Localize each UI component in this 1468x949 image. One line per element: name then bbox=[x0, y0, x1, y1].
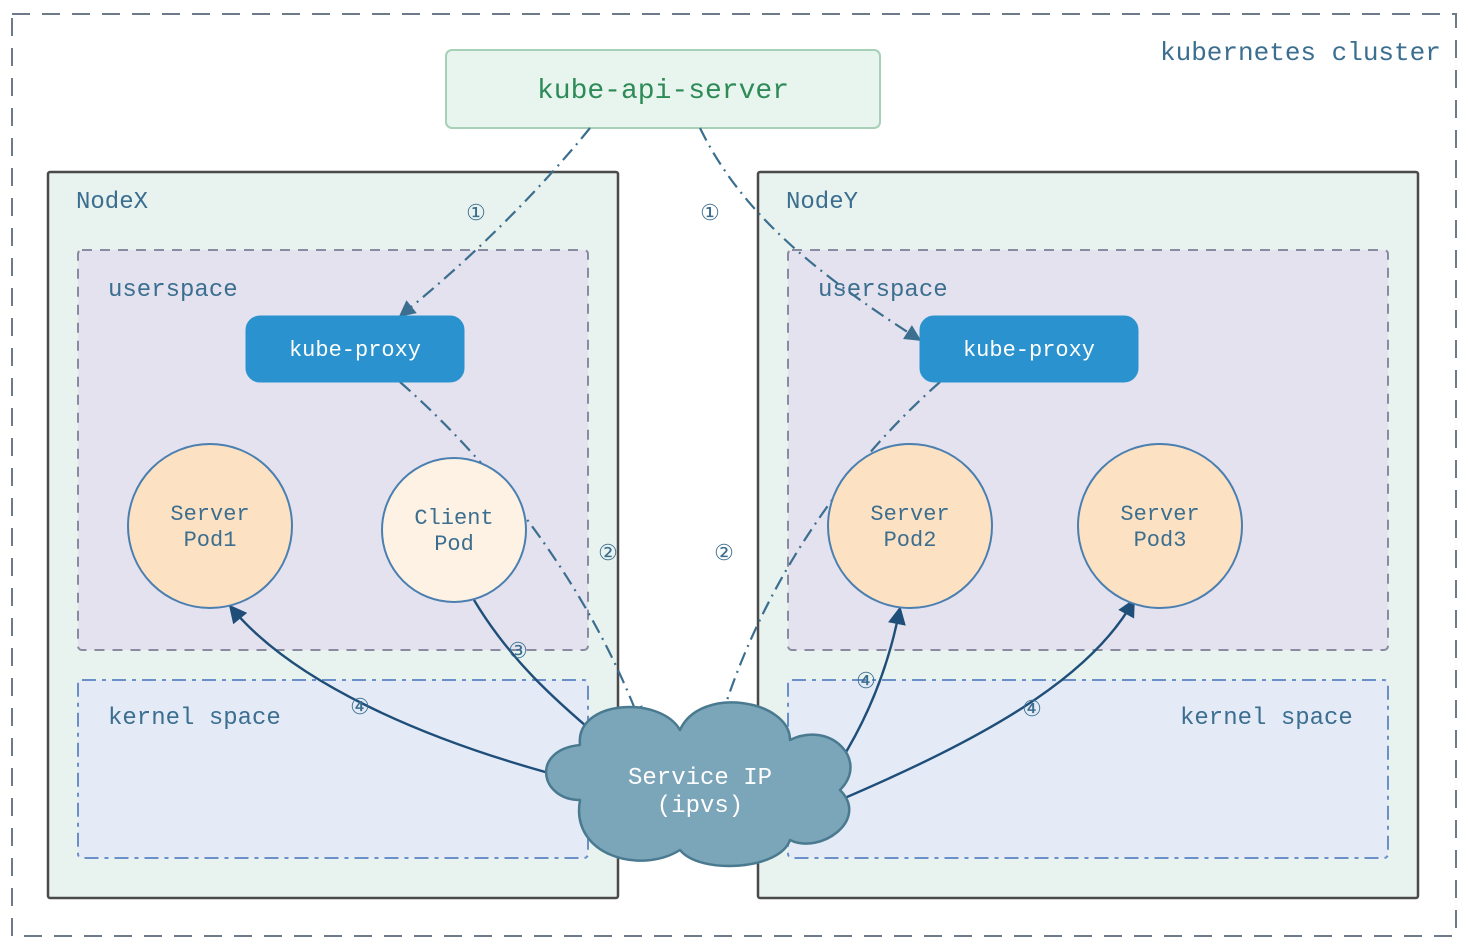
step-label-3: ② bbox=[714, 542, 734, 567]
kernel-Y-label: kernel space bbox=[1180, 705, 1353, 732]
step-label-7: ④ bbox=[1022, 698, 1042, 723]
pod-client_pod-label-line1: Pod bbox=[434, 532, 474, 557]
step-label-2: ② bbox=[598, 542, 618, 567]
userspace-X-box bbox=[78, 250, 588, 650]
pod-server_pod1-label-line1: Pod1 bbox=[184, 528, 237, 553]
pod-server_pod3-label-line0: Server bbox=[1120, 502, 1199, 527]
pod-client_pod-label-line0: Client bbox=[414, 506, 493, 531]
pod-server_pod3-label-line1: Pod3 bbox=[1134, 528, 1187, 553]
pod-server_pod2-label-line0: Server bbox=[870, 502, 949, 527]
api-server-label: kube-api-server bbox=[537, 76, 789, 107]
step-label-1: ① bbox=[700, 202, 720, 227]
kube-proxy-Y-label: kube-proxy bbox=[963, 338, 1095, 363]
step-label-5: ④ bbox=[350, 696, 370, 721]
pod-server_pod1-label-line0: Server bbox=[170, 502, 249, 527]
pod-server_pod2-label-line1: Pod2 bbox=[884, 528, 937, 553]
cluster-label: kubernetes cluster bbox=[1160, 38, 1441, 68]
userspace-X-label: userspace bbox=[108, 277, 238, 304]
step-label-0: ① bbox=[466, 202, 486, 227]
kube-proxy-X-label: kube-proxy bbox=[289, 338, 421, 363]
step-label-4: ③ bbox=[508, 640, 528, 665]
service-ip-label-line0: Service IP bbox=[628, 765, 772, 792]
kernel-X-label: kernel space bbox=[108, 705, 281, 732]
node-Y-label: NodeY bbox=[786, 189, 858, 216]
userspace-Y-label: userspace bbox=[818, 277, 948, 304]
node-X-label: NodeX bbox=[76, 189, 148, 216]
step-label-6: ④ bbox=[856, 670, 876, 695]
service-ip-label-line1: (ipvs) bbox=[657, 793, 743, 820]
